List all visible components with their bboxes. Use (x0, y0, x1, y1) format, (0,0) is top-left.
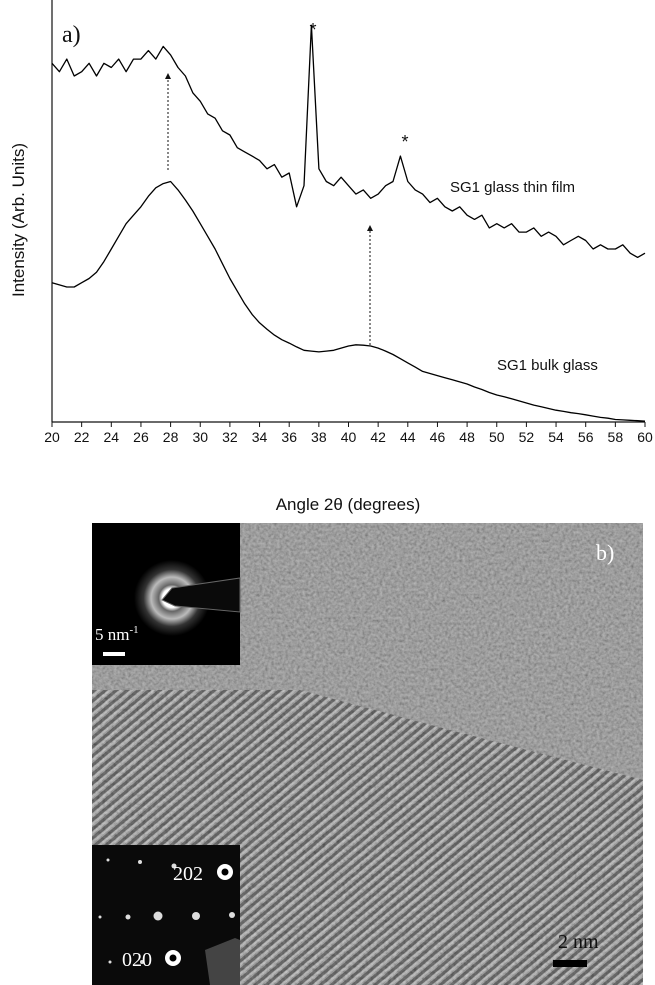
series-line (51, 180, 646, 422)
x-tick-label: 32 (222, 429, 238, 445)
x-tick-label: 38 (311, 429, 327, 445)
xrd-chart: a) Angle 2θ (degrees) Intensity (Arb. Un… (9, 0, 653, 514)
x-tick-label: 26 (133, 429, 149, 445)
x-tick-label: 40 (341, 429, 357, 445)
x-tick-label: 30 (192, 429, 208, 445)
x-tick-label: 34 (252, 429, 268, 445)
scale-bar (553, 960, 587, 967)
beam-stop (205, 938, 240, 985)
x-tick-label: 24 (104, 429, 120, 445)
spot-label: 020 (122, 949, 152, 971)
inset-scale-text: 5 nm (95, 625, 129, 644)
legend-label: SG1 bulk glass (497, 357, 598, 374)
beam-stop (161, 577, 241, 613)
x-tick-label: 50 (489, 429, 505, 445)
inset-scale-bar (103, 652, 125, 656)
panel-label: b) (596, 540, 614, 565)
x-tick-label: 60 (637, 429, 653, 445)
spot-center (169, 954, 177, 962)
x-tick-label: 48 (459, 429, 475, 445)
x-tick-label: 20 (44, 429, 60, 445)
x-tick-label: 44 (400, 429, 416, 445)
inset-scale-power: -1 (129, 624, 138, 636)
legend-label: SG1 glass thin film (450, 179, 575, 196)
x-axis-label: Angle 2θ (degrees) (276, 495, 421, 514)
x-tick-label: 22 (74, 429, 90, 445)
x-tick-label: 54 (548, 429, 564, 445)
x-tick-label: 56 (578, 429, 594, 445)
spot-label: 202 (173, 863, 203, 885)
scale-label: 2 nm (558, 931, 599, 953)
x-tick-label: 42 (370, 429, 386, 445)
x-tick-label: 52 (519, 429, 535, 445)
peak-annotation: * (309, 20, 316, 40)
x-tick-label: 28 (163, 429, 179, 445)
diffraction-spots (98, 858, 235, 964)
tem-panel: b) 2 nm 5 nm-1 202 020 (92, 523, 643, 985)
panel-label: a) (62, 22, 81, 48)
series-line (51, 24, 646, 259)
x-tick-label: 36 (281, 429, 297, 445)
y-axis-label: Intensity (Arb. Units) (9, 143, 28, 297)
x-tick-label: 58 (608, 429, 624, 445)
inset-scale-label: 5 nm-1 (95, 624, 139, 644)
peak-annotation: * (401, 132, 408, 152)
spot-center (221, 868, 229, 876)
x-tick-label: 46 (430, 429, 446, 445)
